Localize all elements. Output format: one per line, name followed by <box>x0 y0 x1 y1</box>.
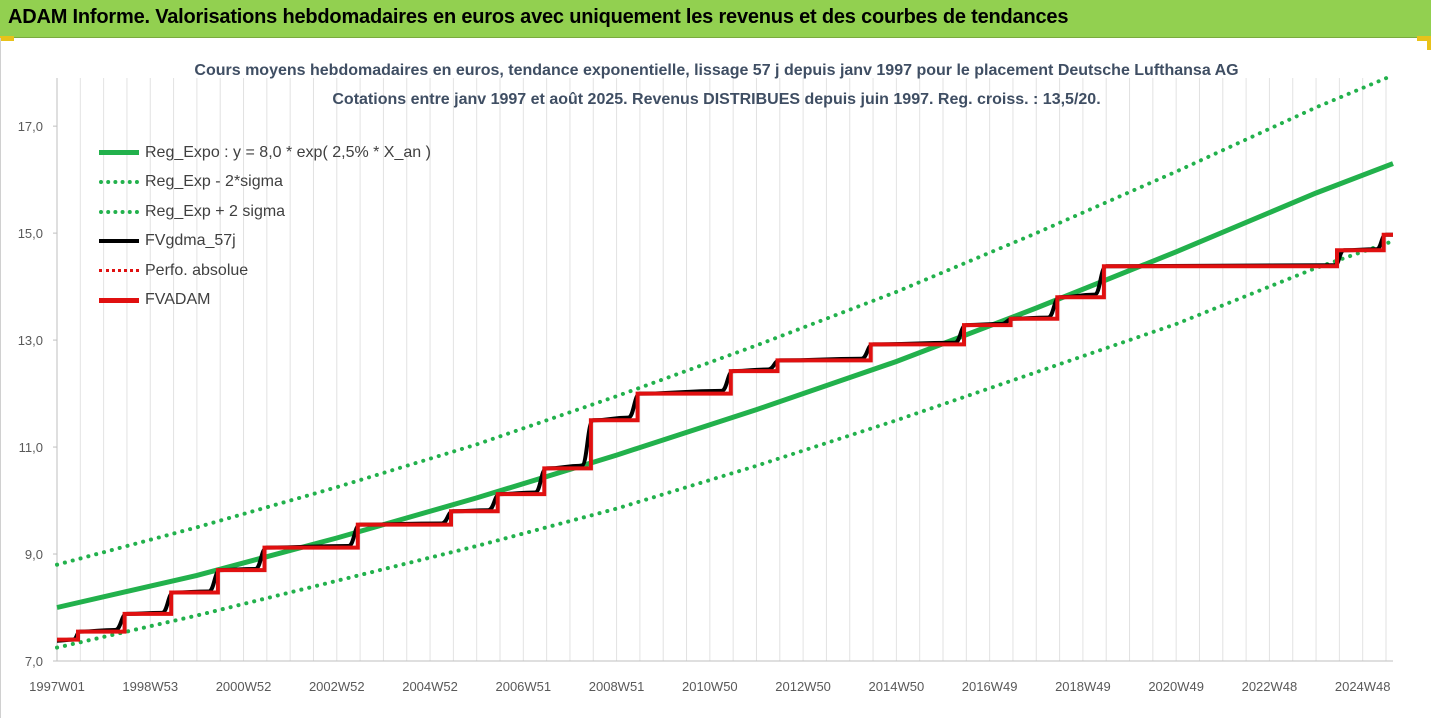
x-tick-label: 2020W49 <box>1148 679 1204 694</box>
x-tick-label: 2022W48 <box>1242 679 1298 694</box>
legend-swatch-solid-green <box>99 150 139 156</box>
legend-label: Perfo. absolue <box>145 261 249 279</box>
corner-marker-right-side <box>1427 36 1431 50</box>
line-chart: 7,0 9,0 11,0 13,0 15,0 17,0 1997W01 1998W53 2000… <box>18 73 1395 694</box>
y-tick-label: 9,0 <box>25 547 43 562</box>
y-tick-label: 17,0 <box>18 119 43 134</box>
y-tick-label: 15,0 <box>18 226 43 241</box>
chart-legend: Reg_Expo : y = 8,0 * exp( 2,5% * X_an ) … <box>99 138 431 315</box>
y-tick-label: 13,0 <box>18 333 43 348</box>
x-tick-label: 2006W51 <box>495 679 551 694</box>
legend-swatch-dotted-green <box>99 209 139 214</box>
x-tick-label: 2008W51 <box>589 679 645 694</box>
legend-swatch-dotted-red <box>99 269 139 273</box>
series-line-fvadam <box>57 232 1393 642</box>
chart-subtitle: Cotations entre janv 1997 et août 2025. … <box>332 91 1101 108</box>
legend-item-fvadam: FVADAM <box>99 286 431 316</box>
legend-item-perfo-absolue: Perfo. absolue <box>99 256 431 286</box>
legend-item-reg-exp-plus: Reg_Exp + 2 sigma <box>99 197 431 227</box>
x-tick-label: 2010W50 <box>682 679 738 694</box>
x-tick-label: 2002W52 <box>309 679 365 694</box>
chart-title: Cours moyens hebdomadaires en euros, ten… <box>194 62 1239 79</box>
corner-marker-right <box>1417 36 1431 41</box>
legend-item-reg-expo: Reg_Expo : y = 8,0 * exp( 2,5% * X_an ) <box>99 138 431 168</box>
y-tick-label: 7,0 <box>25 654 43 669</box>
x-tick-label: 2024W48 <box>1335 679 1391 694</box>
x-tick-label: 2012W50 <box>775 679 831 694</box>
legend-item-reg-exp-minus: Reg_Exp - 2*sigma <box>99 168 431 198</box>
x-tick-label: 1998W53 <box>122 679 178 694</box>
series-line-lower-band <box>55 239 1395 650</box>
legend-label: FVADAM <box>145 291 211 309</box>
x-tick-label: 2014W50 <box>869 679 925 694</box>
report-title: ADAM Informe. Valorisations hebdomadaire… <box>8 6 1069 28</box>
x-tick-label: 1997W01 <box>29 679 85 694</box>
legend-swatch-solid-black <box>99 239 139 244</box>
x-tick-label: 2000W52 <box>216 679 272 694</box>
series-line-trend <box>56 161 1394 610</box>
legend-label: Reg_Expo : y = 8,0 * exp( 2,5% * X_an ) <box>145 143 431 161</box>
legend-label: FVgdma_57j <box>145 232 236 250</box>
series-line-upper-band <box>55 73 1395 567</box>
chart-area: 7,0 9,0 11,0 13,0 15,0 17,0 1997W01 1998W53 2000… <box>0 38 1431 718</box>
report-banner: ADAM Informe. Valorisations hebdomadaire… <box>0 0 1431 38</box>
y-tick-label: 11,0 <box>19 440 43 455</box>
legend-swatch-solid-red <box>99 297 139 303</box>
x-tick-label: 2018W49 <box>1055 679 1111 694</box>
legend-label: Reg_Exp - 2*sigma <box>145 173 283 191</box>
legend-swatch-dotted-green <box>99 180 139 185</box>
x-tick-label: 2016W49 <box>962 679 1018 694</box>
legend-label: Reg_Exp + 2 sigma <box>145 202 286 220</box>
legend-item-fvgdma: FVgdma_57j <box>99 227 431 257</box>
corner-marker-left <box>0 36 14 41</box>
x-tick-label: 2004W52 <box>402 679 458 694</box>
